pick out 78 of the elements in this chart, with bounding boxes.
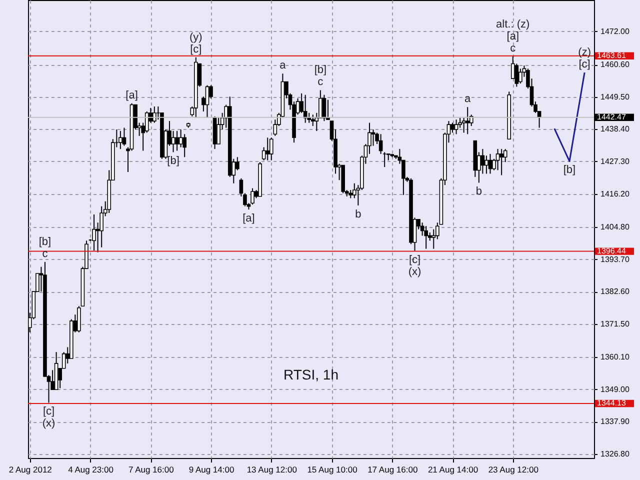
candlestick [378, 134, 383, 154]
candlestick [450, 122, 454, 134]
annotation: [b] [38, 236, 52, 248]
annotation: [c] [408, 254, 421, 266]
annotation: a [280, 60, 287, 72]
candlestick [182, 134, 186, 158]
ref-line-label: 1463.61 [597, 50, 626, 60]
annotation: [c] [42, 406, 55, 418]
candlestick [92, 214, 96, 252]
candlestick [518, 68, 522, 84]
y-tick-label: 1393.70 [600, 254, 630, 264]
annotation: c [510, 42, 516, 54]
annotation: (x) [42, 418, 56, 430]
candlestick [462, 117, 466, 134]
annotation: [b] [314, 64, 327, 76]
annotation: [b] [167, 155, 180, 168]
candlestick [175, 130, 179, 152]
y-tick-label: 1472.00 [600, 26, 630, 36]
x-tick-label: 17 Aug 16:00 [368, 464, 418, 474]
candlestick [152, 106, 156, 124]
x-tick-label: 7 Aug 16:00 [128, 464, 174, 474]
annotation: c [318, 76, 324, 88]
candlestick [250, 188, 254, 206]
annotation: RTSI, 1h [284, 366, 338, 383]
y-tick-label: 1438.40 [600, 124, 630, 134]
candlestick [454, 119, 458, 135]
y-tick-label: 1460.60 [600, 60, 630, 70]
annotation: [b] [563, 164, 576, 176]
annotation: a [464, 93, 472, 106]
x-tick-label: 4 Aug 23:00 [68, 464, 114, 474]
annotation: [a] [506, 30, 519, 42]
annotation: [a] [242, 212, 255, 225]
candlestick [424, 226, 428, 250]
y-tick-label: 1427.30 [600, 156, 630, 166]
candlestick [205, 84, 210, 118]
ref-line-label: 1396.44 [597, 246, 626, 256]
x-tick-label: 9 Aug 14:00 [188, 464, 234, 474]
x-tick-label: 23 Aug 12:00 [488, 464, 539, 474]
candlestick [178, 128, 183, 148]
y-tick-label: 1337.90 [600, 417, 630, 426]
annotation: b [355, 208, 362, 220]
candlestick [122, 127, 126, 146]
candlestick [216, 117, 220, 145]
candlestick [500, 148, 504, 176]
candlestick [484, 155, 488, 174]
candlestick [466, 106, 470, 135]
y-tick-label: 1416.20 [600, 189, 630, 198]
candlestick [310, 114, 315, 126]
ref-line-label: 1344.13 [597, 398, 626, 408]
candlestick [514, 63, 519, 88]
x-tick-label: 21 Aug 14:00 [428, 464, 478, 474]
x-tick-label: 2 Aug 2012 [8, 464, 52, 474]
candlestick [480, 148, 485, 174]
candlestick [496, 148, 500, 171]
y-tick-label: 1349.00 [600, 384, 630, 394]
annotation: b [476, 186, 482, 198]
y-tick-label: 1326.80 [600, 449, 630, 458]
y-tick-label: 1371.50 [600, 319, 630, 328]
annotation: alt.: (z) [496, 18, 530, 30]
y-tick-label: 1382.60 [600, 287, 630, 296]
annotation: [c] [190, 43, 202, 56]
annotation: (y) [190, 31, 202, 44]
ref-line-label: 1442.47 [597, 112, 626, 122]
y-tick-label: 1360.10 [600, 352, 630, 362]
x-tick-label: 15 Aug 10:00 [307, 464, 358, 474]
annotation: (x) [408, 266, 422, 278]
annotation: [c] [578, 58, 590, 70]
y-tick-label: 1449.50 [600, 92, 630, 102]
annotation: [a] [126, 89, 138, 102]
x-tick-label: 13 Aug 12:00 [246, 464, 298, 474]
candlestick [118, 130, 122, 150]
candlestick [171, 130, 176, 153]
candlestick [266, 137, 270, 161]
candlestick [269, 137, 274, 161]
candlestick [488, 153, 492, 174]
y-tick-label: 1404.80 [600, 222, 630, 232]
annotation: (z) [578, 46, 591, 58]
annotation: c [42, 248, 48, 260]
